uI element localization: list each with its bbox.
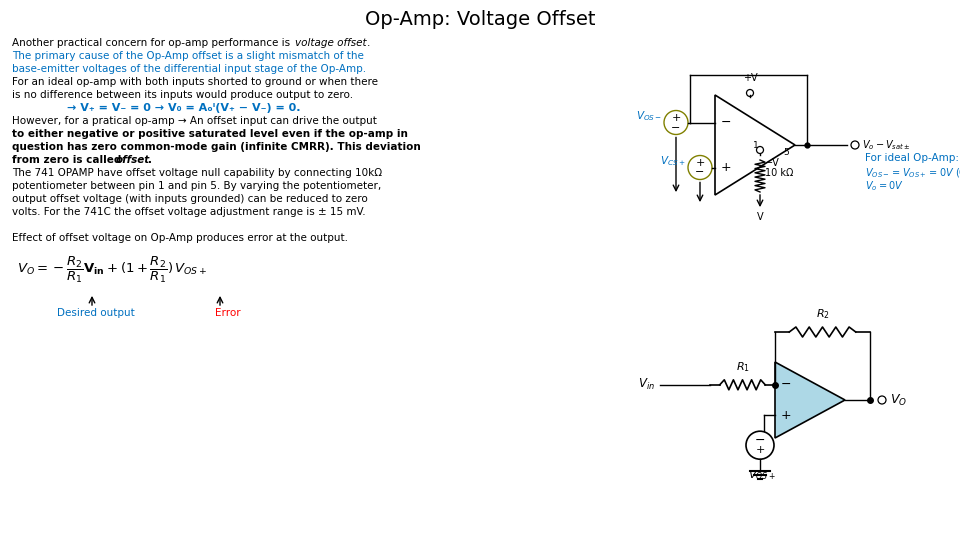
Text: The 741 OPAMP have offset voltage null capability by connecting 10kΩ: The 741 OPAMP have offset voltage null c… xyxy=(12,168,382,178)
Text: −: − xyxy=(695,167,705,178)
Text: output offset voltage (with inputs grounded) can be reduced to zero: output offset voltage (with inputs groun… xyxy=(12,194,368,204)
Text: .: . xyxy=(148,155,152,165)
Text: +V: +V xyxy=(743,73,757,83)
Text: The primary cause of the Op-Amp offset is a slight mismatch of the: The primary cause of the Op-Amp offset i… xyxy=(12,51,364,61)
Text: However, for a pratical op-amp → An offset input can drive the output: However, for a pratical op-amp → An offs… xyxy=(12,116,377,126)
Text: $V_{CS+}$: $V_{CS+}$ xyxy=(660,154,686,168)
Text: → V₊ = V₋ = 0 → V₀ = Aₒᴵ(V₊ − V₋) = 0.: → V₊ = V₋ = 0 → V₀ = Aₒᴵ(V₊ − V₋) = 0. xyxy=(67,103,300,113)
Text: $V_{OS-} = V_{OS+} = 0V$ (Gnd): $V_{OS-} = V_{OS+} = 0V$ (Gnd) xyxy=(865,166,960,180)
Text: −: − xyxy=(755,434,765,447)
Text: +: + xyxy=(721,161,732,174)
Text: 1: 1 xyxy=(753,141,758,151)
Text: potentiometer between pin 1 and pin 5. By varying the potentiometer,: potentiometer between pin 1 and pin 5. B… xyxy=(12,181,381,191)
Text: $R_1$: $R_1$ xyxy=(735,360,750,374)
Text: +: + xyxy=(671,113,681,123)
Text: from zero is called: from zero is called xyxy=(12,155,125,165)
Text: voltage offset: voltage offset xyxy=(295,38,367,48)
Text: Another practical concern for op-amp performance is: Another practical concern for op-amp per… xyxy=(12,38,294,48)
Text: For an ideal op-amp with both inputs shorted to ground or when there: For an ideal op-amp with both inputs sho… xyxy=(12,77,378,87)
Text: volts. For the 741C the offset voltage adjustment range is ± 15 mV.: volts. For the 741C the offset voltage a… xyxy=(12,207,366,217)
Text: 10 kΩ: 10 kΩ xyxy=(765,168,793,178)
Text: question has zero common-mode gain (infinite CMRR). This deviation: question has zero common-mode gain (infi… xyxy=(12,142,420,152)
Text: $V_{OS+}$: $V_{OS+}$ xyxy=(748,468,776,482)
Text: Error: Error xyxy=(215,308,241,318)
Text: +: + xyxy=(781,409,792,422)
Text: For ideal Op-Amp:: For ideal Op-Amp: xyxy=(865,153,959,163)
Text: $V_o = 0V$: $V_o = 0V$ xyxy=(865,179,903,193)
Text: −: − xyxy=(781,379,791,392)
Text: is no difference between its inputs would produce output to zero.: is no difference between its inputs woul… xyxy=(12,90,353,100)
Text: base-emitter voltages of the differential input stage of the Op-Amp.: base-emitter voltages of the differentia… xyxy=(12,64,366,74)
Text: $V_O = -\dfrac{R_2}{R_1}\mathbf{V_{in}} + (1+\dfrac{R_2}{R_1})\,V_{OS+}$: $V_O = -\dfrac{R_2}{R_1}\mathbf{V_{in}} … xyxy=(17,255,207,285)
Text: to either negative or positive saturated level even if the op-amp in: to either negative or positive saturated… xyxy=(12,129,408,139)
Text: Desired output: Desired output xyxy=(57,308,134,318)
Text: $V_o - V_{sat\pm}$: $V_o - V_{sat\pm}$ xyxy=(862,138,910,152)
Polygon shape xyxy=(775,362,845,438)
Text: −: − xyxy=(671,123,681,132)
Text: Op-Amp: Voltage Offset: Op-Amp: Voltage Offset xyxy=(365,10,595,29)
Text: $R_2$: $R_2$ xyxy=(816,307,829,321)
Text: offset: offset xyxy=(116,155,151,165)
Text: 5: 5 xyxy=(783,148,789,157)
Text: .: . xyxy=(367,38,371,48)
Text: +: + xyxy=(695,158,705,168)
Text: V: V xyxy=(756,212,763,222)
Text: −: − xyxy=(721,116,732,129)
Text: Effect of offset voltage on Op-Amp produces error at the output.: Effect of offset voltage on Op-Amp produ… xyxy=(12,233,348,243)
Text: $V_{in}$: $V_{in}$ xyxy=(638,377,655,393)
Text: $V_{OS-}$: $V_{OS-}$ xyxy=(636,110,662,124)
Text: +: + xyxy=(756,445,765,455)
Polygon shape xyxy=(715,95,795,195)
Text: $V_O$: $V_O$ xyxy=(890,393,907,408)
Text: −V: −V xyxy=(765,158,780,168)
